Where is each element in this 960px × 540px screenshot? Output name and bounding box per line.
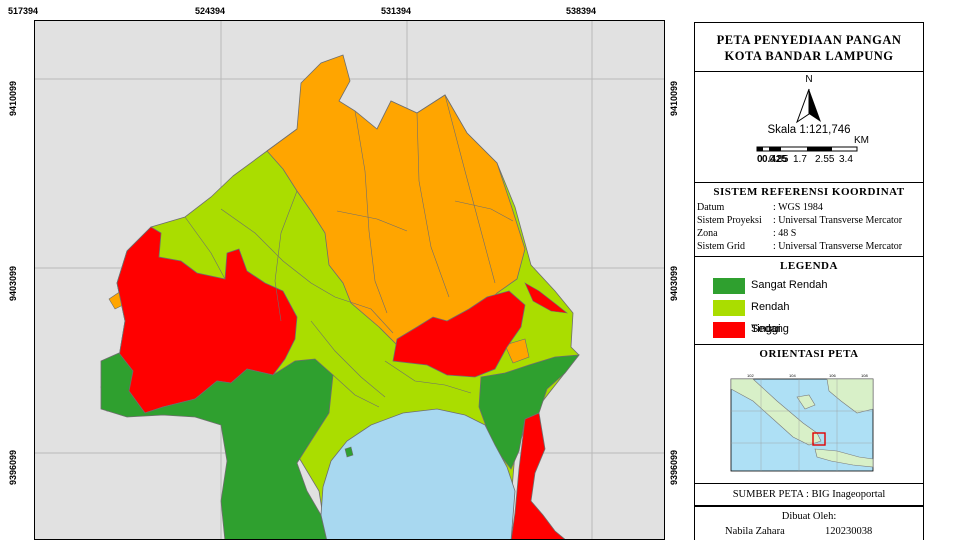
map-layout-panel: PETA PENYEDIAAN PANGAN KOTA BANDAR LAMPU… xyxy=(694,22,924,540)
inset-map[interactable]: 102 104 106 108 xyxy=(717,371,903,487)
scale-unit: KM xyxy=(854,135,869,146)
srk-key: Sistem Proyeksi xyxy=(697,215,762,226)
coord-left-2: 9403099 xyxy=(8,265,18,301)
legend-label: Rendah xyxy=(751,301,790,313)
scale-text: Skala 1:121,746 xyxy=(767,124,851,136)
scale-tick: 3.4 xyxy=(839,154,853,165)
north-and-scale: N Skala 1:121,746 KM 0 0.425 0.85 1.7 2.… xyxy=(695,72,923,183)
inset-tick: 102 xyxy=(747,373,754,378)
north-arrow-icon xyxy=(796,88,821,124)
srk-row-zone: Zona : 48 S xyxy=(697,228,796,239)
district-boundaries xyxy=(184,94,514,408)
coord-top-3: 531394 xyxy=(380,6,412,16)
inset-tick: 106 xyxy=(829,373,836,378)
srk-row-datum: Datum : WGS 1984 xyxy=(697,202,823,213)
srk-row-projection: Sistem Proyeksi : Universal Transverse Me… xyxy=(697,215,902,226)
coord-top-2: 524394 xyxy=(194,6,226,16)
bay-sea xyxy=(320,408,516,539)
study-area-marker xyxy=(812,432,826,446)
scale-tick: 0.85 xyxy=(769,154,789,165)
maker-nim: 120230038 xyxy=(825,526,873,537)
region-tinggi-se[interactable] xyxy=(510,412,567,540)
srk-title: SISTEM REFERENSI KOORDINAT xyxy=(713,186,905,198)
orientation-title: ORIENTASI PETA xyxy=(759,348,859,360)
scale-tick: 0 xyxy=(757,154,763,165)
srk-key: Sistem Grid xyxy=(697,241,746,252)
region-sangat-rendah-sw[interactable] xyxy=(100,352,334,540)
legend-label: Sedang xyxy=(751,323,789,335)
made-by-label: Dibuat Oleh: xyxy=(781,511,837,522)
scale-tick: 1.7 xyxy=(793,154,807,165)
legend-swatch xyxy=(713,322,745,338)
scale-tick: 0.425 xyxy=(762,154,788,165)
map-title: PETA PENYEDIAAN PANGAN KOTA BANDAR LAMPU… xyxy=(695,23,923,72)
srk-value: : 48 S xyxy=(773,228,797,239)
main-map[interactable] xyxy=(34,20,665,540)
legend-swatch xyxy=(713,278,745,294)
coord-right-1: 9410099 xyxy=(669,80,679,116)
island xyxy=(344,446,354,458)
legend-title: LEGENDA xyxy=(780,260,838,272)
region-sedang-patch-c[interactable] xyxy=(504,338,530,364)
scale-ticks: 0 0.425 0.85 1.7 2.55 3.4 xyxy=(757,154,927,166)
legend-label: Sangat Rendah xyxy=(751,279,828,291)
coord-left-3: 9396099 xyxy=(8,449,18,485)
map-title-line1: PETA PENYEDIAAN PANGAN xyxy=(716,33,902,47)
region-tinggi-east[interactable] xyxy=(392,290,526,378)
coordinate-reference-section: SISTEM REFERENSI KOORDINAT Datum : WGS 19… xyxy=(695,183,923,257)
srk-value: : WGS 1984 xyxy=(773,202,823,213)
coord-top-4: 538394 xyxy=(565,6,597,16)
coord-right-3: 9396099 xyxy=(669,449,679,485)
coord-left-1: 9410099 xyxy=(8,80,18,116)
coord-right-2: 9403099 xyxy=(669,265,679,301)
inset-tick: 104 xyxy=(789,373,796,378)
map-canvas xyxy=(35,21,664,540)
srk-key: Zona xyxy=(697,228,718,239)
scale-tick: 2.55 xyxy=(815,154,835,165)
region-tinggi-ne[interactable] xyxy=(524,282,569,314)
inset-tick: 108 xyxy=(861,373,868,378)
orientation-section: ORIENTASI PETA 102 104 106 108 xyxy=(695,345,923,506)
north-label: N xyxy=(805,74,813,85)
srk-value: : Universal Transverse Mercator xyxy=(773,215,903,226)
srk-row-grid: Sistem Grid : Universal Transverse Mercat… xyxy=(697,241,902,252)
srk-key: Datum xyxy=(697,202,725,213)
scale-bar xyxy=(756,146,858,152)
legend-label: Tinggi xyxy=(751,323,781,335)
map-title-line2: KOTA BANDAR LAMPUNG xyxy=(724,49,894,63)
legend-swatch xyxy=(713,300,745,316)
map-maker: Dibuat Oleh: Nabila Zahara 120230038 xyxy=(695,507,923,540)
maker-name: Nabila Zahara xyxy=(725,526,785,537)
map-source: SUMBER PETA : BIG Inageoportal xyxy=(695,483,923,507)
coord-top-1: 517394 xyxy=(7,6,39,16)
region-sedang-north[interactable] xyxy=(266,54,526,366)
srk-value: : Universal Transverse Mercator xyxy=(773,241,903,252)
